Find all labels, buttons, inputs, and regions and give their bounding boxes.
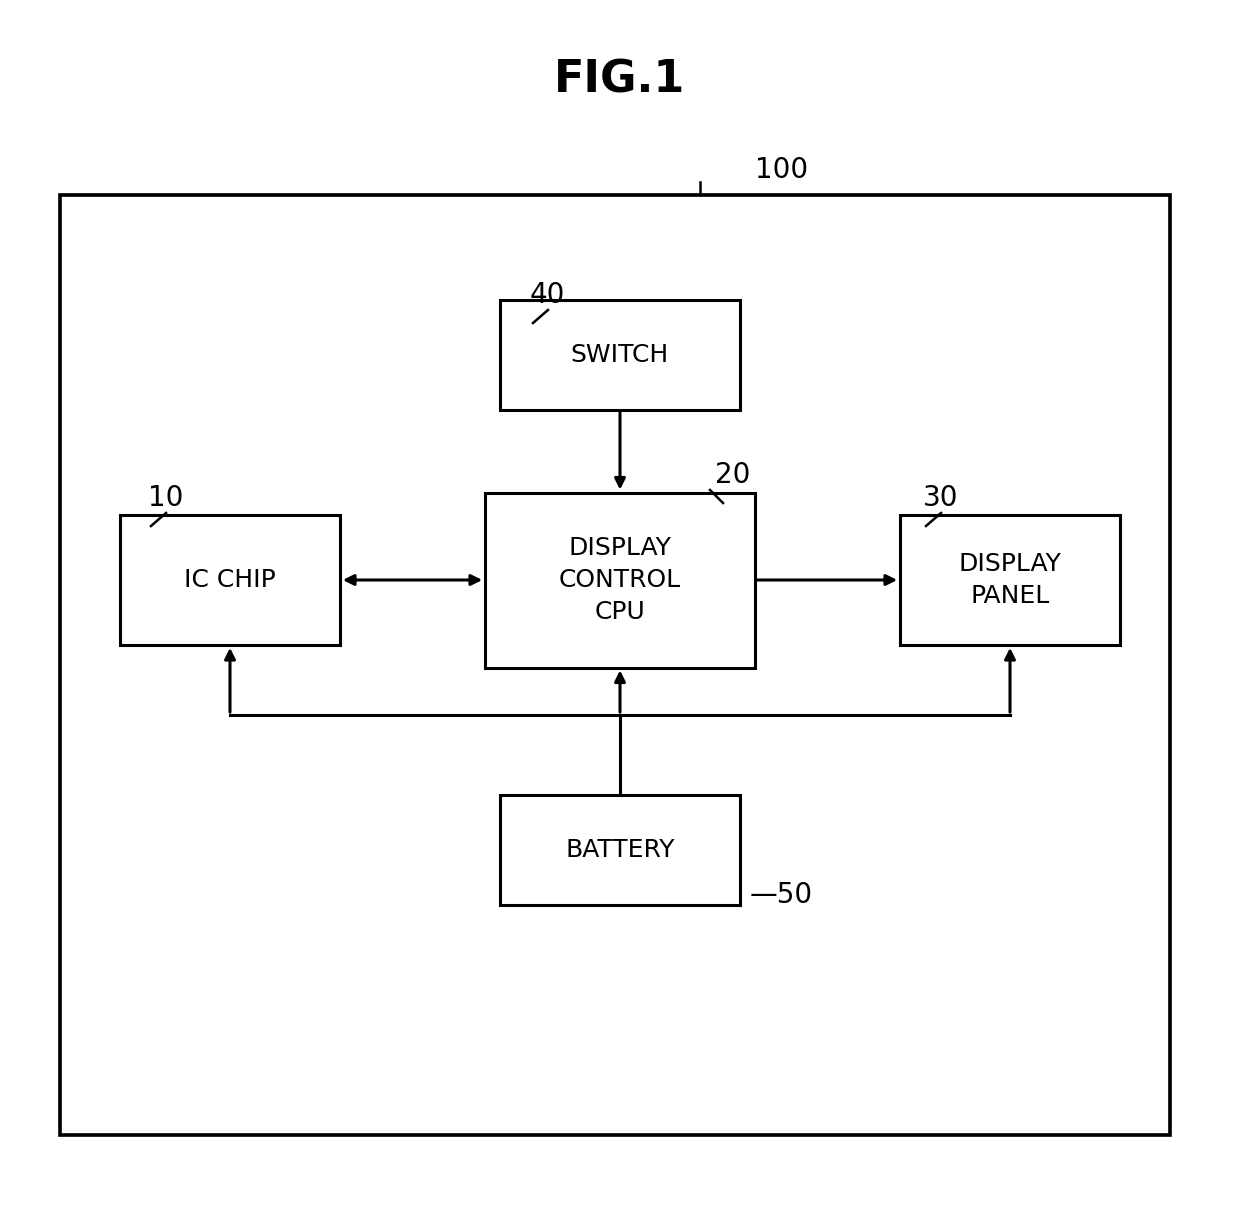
Bar: [60, 195, 1171, 1134]
Bar: [120, 515, 340, 645]
Bar: [900, 515, 1120, 645]
Text: 30: 30: [923, 484, 959, 511]
Text: —50: —50: [750, 881, 813, 909]
Bar: [500, 301, 740, 410]
Text: SWITCH: SWITCH: [570, 343, 670, 367]
Text: DISPLAY
PANEL: DISPLAY PANEL: [959, 553, 1061, 607]
Text: 100: 100: [755, 156, 808, 184]
Text: 10: 10: [148, 484, 184, 511]
Bar: [500, 795, 740, 905]
Text: FIG.1: FIG.1: [554, 58, 686, 102]
Text: 40: 40: [529, 281, 565, 309]
Text: BATTERY: BATTERY: [565, 837, 675, 862]
Text: IC CHIP: IC CHIP: [184, 568, 275, 591]
Text: 20: 20: [715, 461, 750, 488]
Bar: [485, 492, 755, 668]
Text: DISPLAY
CONTROL
CPU: DISPLAY CONTROL CPU: [559, 537, 681, 624]
